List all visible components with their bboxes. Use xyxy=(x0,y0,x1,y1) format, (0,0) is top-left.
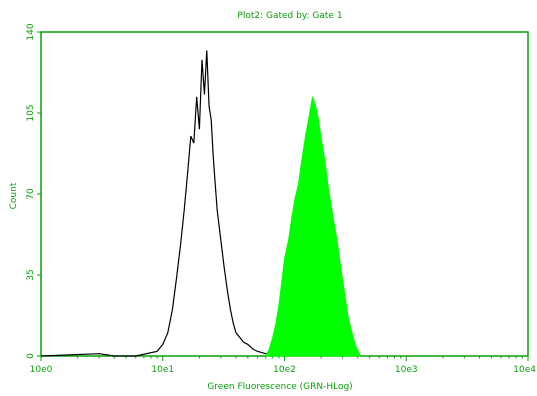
x-tick-label: 10e1 xyxy=(151,365,174,375)
x-tick-label: 10e4 xyxy=(513,365,536,375)
y-tick-label: 35 xyxy=(26,269,36,280)
x-tick-label: 10e2 xyxy=(273,365,296,375)
y-tick-label: 105 xyxy=(26,104,36,121)
y-axis-ticks: 0 35 70 105 140 xyxy=(26,23,41,359)
y-tick-label: 70 xyxy=(26,188,36,200)
chart-title: Plot2: Gated by: Gate 1 xyxy=(237,11,342,21)
y-tick-label: 140 xyxy=(26,23,36,40)
control-histogram-line xyxy=(40,50,285,357)
y-tick-label: 0 xyxy=(26,353,36,359)
x-axis-ticks: 10e0 10e1 10e2 10e3 10e4 xyxy=(30,356,536,375)
histogram-series xyxy=(40,50,361,357)
x-axis-label: Green Fluorescence (GRN-HLog) xyxy=(207,382,352,392)
x-tick-label: 10e3 xyxy=(395,365,418,375)
y-axis-label: Count xyxy=(9,182,19,209)
x-tick-label: 10e0 xyxy=(30,365,53,375)
sample-histogram-area xyxy=(264,96,361,357)
